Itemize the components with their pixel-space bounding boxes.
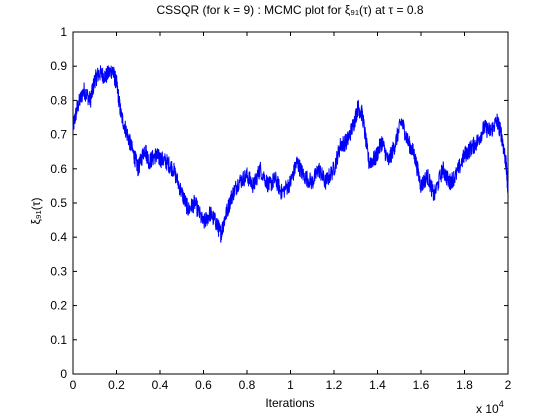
x-tick-label: 1.4: [369, 378, 386, 392]
x-tick-label: 1: [287, 378, 294, 392]
x-axis-label: Iterations: [265, 396, 314, 410]
y-tick-label: 0.3: [50, 264, 67, 278]
x-tick-label: 2: [505, 378, 512, 392]
x-tick-label: 1.2: [326, 378, 343, 392]
chart-title: CSSQR (for k = 9) : MCMC plot for ξ₉₁(τ)…: [156, 3, 423, 17]
y-tick-label: 0.8: [50, 93, 67, 107]
x-tick-label: 0.6: [195, 378, 212, 392]
series-line: [72, 65, 509, 243]
y-tick-label: 0: [60, 367, 67, 381]
plot-area-frame: [72, 31, 509, 375]
y-axis-ticks: 0 0.1 0.2 0.3 0.4 0.5 0.6 0.7 0.8 0.9 1: [50, 25, 508, 381]
x-tick-label: 0.2: [108, 378, 125, 392]
x-axis-multiplier-base: x 10: [476, 402, 499, 416]
x-tick-label: 1.6: [413, 378, 430, 392]
y-tick-label: 0.2: [50, 299, 67, 313]
y-tick-label: 0.9: [50, 59, 67, 73]
y-tick-label: 0.6: [50, 162, 67, 176]
x-tick-label: 1.8: [456, 378, 473, 392]
x-axis-ticks: 0 0.2 0.4 0.6 0.8 1 1.2 1.4 1.6 1.8 2: [70, 32, 512, 392]
x-tick-label: 0: [70, 378, 77, 392]
x-tick-label: 0.4: [152, 378, 169, 392]
y-tick-label: 0.1: [50, 333, 67, 347]
series-layer: [72, 65, 509, 243]
x-axis-multiplier-exponent: 4: [499, 399, 504, 409]
y-tick-label: 0.7: [50, 128, 67, 142]
y-axis-label: ξ₉₁(τ): [29, 198, 43, 225]
y-tick-label: 0.4: [50, 230, 67, 244]
x-tick-label: 0.8: [239, 378, 256, 392]
x-axis-multiplier: x 104: [476, 399, 504, 416]
y-tick-label: 0.5: [50, 196, 67, 210]
y-tick-label: 1: [60, 25, 67, 39]
